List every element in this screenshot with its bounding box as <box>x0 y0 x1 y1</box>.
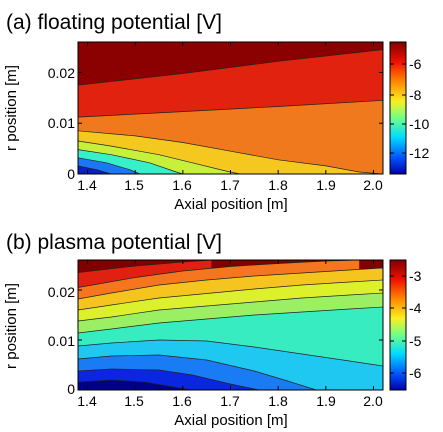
colorbar-tick-label: -10 <box>409 116 429 132</box>
contour-line <box>78 130 383 174</box>
panel-a-x-axis-label: Axial position [m] <box>174 196 287 213</box>
panel-b-x-axis-label: Axial position [m] <box>174 412 287 429</box>
panel-b-title: (b) plasma potential [V] <box>6 231 222 254</box>
x-tick-label: 1.6 <box>172 177 192 193</box>
panel-a-y-axis-label: r position [m] <box>3 65 20 151</box>
contour-line <box>78 49 383 86</box>
x-tick-label: 1.9 <box>316 393 336 409</box>
panel-b-plot-area <box>78 260 383 390</box>
x-tick-label: 1.9 <box>316 177 336 193</box>
colorbar-tick-label: -3 <box>409 268 422 284</box>
colorbar-tick-label: -5 <box>409 333 422 349</box>
contour-line <box>78 354 317 390</box>
x-tick-label: 1.4 <box>77 393 97 409</box>
x-tick-label: 1.7 <box>220 177 240 193</box>
panel-b-ticks <box>78 260 383 391</box>
contour-line <box>78 279 383 311</box>
colorbar-tick-label: -6 <box>409 365 422 381</box>
y-tick-label: 0.02 <box>48 284 75 300</box>
colorbar-tick-label: -6 <box>409 56 422 72</box>
contour-line <box>78 292 383 322</box>
contour-line <box>78 140 241 174</box>
contour-line <box>78 306 383 334</box>
y-tick-label: 0 <box>67 166 75 182</box>
panel-a-x-tick-labels: 1.4 1.5 1.6 1.7 1.8 1.9 2.0 <box>77 177 383 193</box>
contour-line <box>78 100 383 118</box>
contour-line <box>78 379 193 390</box>
contour-line <box>78 165 112 174</box>
panel-a-plot-area <box>78 42 383 174</box>
x-tick-label: 1.6 <box>172 393 192 409</box>
contour-line <box>78 149 183 174</box>
contour-line <box>78 339 383 367</box>
panel-b-y-axis-label: r position [m] <box>3 283 20 369</box>
colorbar-gradient <box>389 41 407 175</box>
panel-a-y-tick-labels: 0 0.01 0.02 <box>48 65 75 182</box>
contour-line <box>78 368 260 390</box>
panel-b-x-tick-labels: 1.4 1.5 1.6 1.7 1.8 1.9 2.0 <box>77 393 383 409</box>
colorbar-tick-label: -8 <box>409 87 422 103</box>
panel-b: (b) plasma potential [V] 1.4 1.5 1.6 1.7… <box>3 231 422 429</box>
x-tick-label: 1.5 <box>124 393 144 409</box>
panel-b-y-tick-labels: 0 0.01 0.02 <box>48 284 75 397</box>
x-tick-label: 1.4 <box>77 177 97 193</box>
colorbar-tick-label: -12 <box>409 145 429 161</box>
panel-b-colorbar: -3 -4 -5 -6 <box>389 259 422 391</box>
panel-a: (a) floating potential [V] 1.4 1.5 1.6 1… <box>3 11 429 213</box>
x-tick-label: 2.0 <box>363 393 383 409</box>
colorbar-tick-label: -4 <box>409 300 422 316</box>
x-tick-label: 1.8 <box>268 177 288 193</box>
panel-a-title: (a) floating potential [V] <box>6 11 222 34</box>
x-tick-label: 1.5 <box>124 177 144 193</box>
y-tick-label: 0.02 <box>48 65 75 81</box>
x-tick-label: 2.0 <box>363 177 383 193</box>
x-tick-label: 1.7 <box>220 393 240 409</box>
contour-line <box>78 267 383 300</box>
y-tick-label: 0.01 <box>48 333 75 349</box>
panel-a-ticks <box>78 42 383 175</box>
panel-a-colorbar: -6 -8 -10 -12 <box>389 41 429 175</box>
contour-band <box>78 380 193 390</box>
x-tick-label: 1.8 <box>268 393 288 409</box>
y-tick-label: 0 <box>67 381 75 397</box>
contour-line <box>78 260 212 273</box>
colorbar-gradient <box>389 259 407 391</box>
y-tick-label: 0.01 <box>48 115 75 131</box>
